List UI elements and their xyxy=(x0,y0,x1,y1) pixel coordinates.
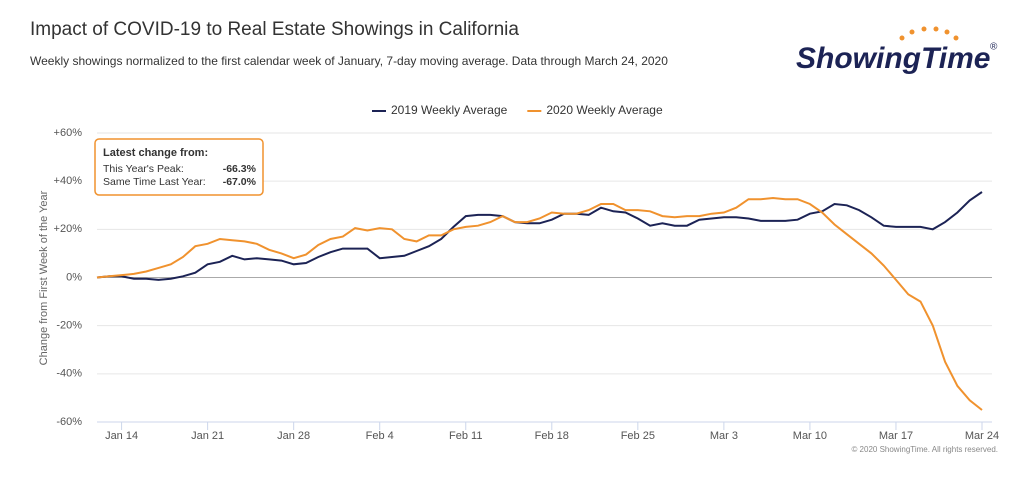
series-line xyxy=(96,191,983,281)
y-axis-label: Change from First Week of the Year xyxy=(38,190,50,365)
x-tick-label: Feb 18 xyxy=(535,430,569,442)
logo-text: ShowingTime xyxy=(796,42,990,75)
y-tick-label: +40% xyxy=(54,175,83,187)
x-tick-label: Mar 3 xyxy=(710,430,738,442)
x-tick-label: Mar 10 xyxy=(793,430,827,442)
x-tick-label: Jan 14 xyxy=(105,430,138,442)
logo-mark: ® xyxy=(990,42,998,53)
annotation-label: Same Time Last Year: xyxy=(103,176,206,188)
x-tick-label: Feb 4 xyxy=(366,430,394,442)
x-tick-label: Mar 24 xyxy=(965,430,999,442)
annotation-value: -67.0% xyxy=(223,176,257,188)
series-line xyxy=(96,196,983,411)
annotation-box xyxy=(94,138,264,196)
logo-dots xyxy=(899,26,959,41)
annotation-value: -66.3% xyxy=(223,163,257,175)
y-tick-label: 0% xyxy=(66,271,82,283)
chart-title: Impact of COVID-19 to Real Estate Showin… xyxy=(30,19,519,40)
copyright: © 2020 ShowingTime. All rights reserved. xyxy=(851,445,998,454)
legend-label: 2020 Weekly Average xyxy=(546,103,663,117)
x-tick-label: Feb 11 xyxy=(449,430,482,442)
x-tick-label: Mar 17 xyxy=(879,430,913,442)
x-tick-label: Jan 21 xyxy=(191,430,224,442)
legend-label: 2019 Weekly Average xyxy=(391,103,508,117)
logo: ShowingTime ® xyxy=(796,26,998,75)
y-tick-label: -60% xyxy=(56,416,82,428)
y-tick-label: -20% xyxy=(56,320,82,332)
x-tick-label: Jan 28 xyxy=(277,430,310,442)
y-tick-label: -40% xyxy=(56,368,82,380)
x-tick-label: Feb 25 xyxy=(621,430,655,442)
annotation-label: This Year's Peak: xyxy=(103,163,184,175)
annotation-heading: Latest change from: xyxy=(103,147,208,159)
y-tick-label: +60% xyxy=(54,127,83,139)
chart-subtitle: Weekly showings normalized to the first … xyxy=(30,54,668,68)
y-tick-label: +20% xyxy=(54,223,83,235)
